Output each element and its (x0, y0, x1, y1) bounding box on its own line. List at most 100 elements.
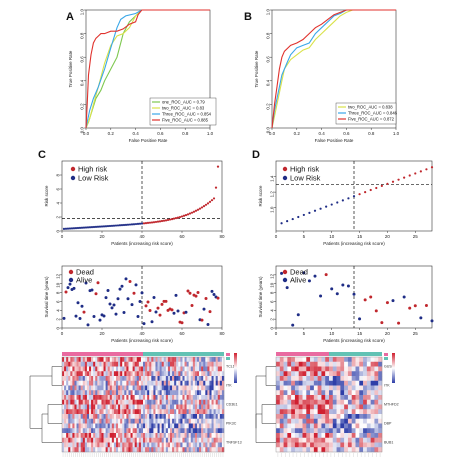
heatmap-cell (128, 409, 131, 415)
heatmap-cell (355, 371, 360, 377)
heatmap-cell (283, 399, 288, 405)
heatmap-cell (197, 376, 200, 381)
heatmap-cell (149, 442, 152, 448)
heatmap-cell (221, 414, 225, 419)
heatmap-cell (68, 409, 71, 415)
survival-point (324, 273, 328, 277)
heatmap-cell (332, 357, 337, 362)
heatmap-cell (159, 433, 162, 438)
heatmap-cell (359, 423, 364, 429)
heatmap-cell (163, 447, 167, 453)
heatmap-cell (107, 447, 110, 453)
heatmap-cell (120, 376, 123, 381)
heatmap-cell (62, 380, 65, 386)
heatmap-cell (89, 423, 92, 429)
heatmap-cell (329, 433, 333, 438)
heatmap-cell (347, 423, 352, 429)
heatmap-cell (145, 414, 148, 419)
heatmap-cell (82, 447, 86, 453)
heatmap-cell (113, 390, 117, 396)
heatmap-cell (199, 433, 202, 438)
heatmap-cell (332, 376, 337, 381)
heatmap-cell (294, 433, 299, 438)
heatmap-cell (336, 433, 341, 438)
heatmap-cell (140, 418, 144, 424)
heatmap-cell (147, 371, 150, 377)
heatmap-cell (132, 423, 135, 429)
heatmap-cell (165, 395, 169, 400)
risk-point (110, 224, 114, 227)
heatmap-cell (172, 409, 175, 415)
heatmap-cell (78, 371, 81, 377)
roc-B-ytick-label: 0.0 (266, 127, 271, 134)
heatmap-cell (213, 390, 216, 396)
heatmap-cell (287, 409, 292, 415)
heatmap-cell (180, 371, 183, 377)
heatmap-cell (186, 395, 189, 400)
heatmap-cell (178, 376, 181, 381)
heatmap-cell (172, 428, 175, 434)
heatmap-cell (103, 414, 106, 419)
heatmap-cell (351, 399, 356, 405)
heatmap-cell (279, 395, 284, 400)
heatmap-cell (351, 447, 356, 453)
heatmap-cell (103, 390, 106, 396)
risk-point (74, 227, 78, 230)
heatmap-cell (170, 404, 173, 410)
heatmap-cell (172, 447, 175, 453)
heatmap-cell (215, 399, 218, 405)
heatmap-cell (130, 428, 133, 434)
heatmap-cell (118, 376, 121, 381)
heatmap-cell (167, 371, 171, 377)
heatmap-cell (197, 399, 200, 405)
heatmap-cell (186, 361, 189, 367)
heatmap-cell (95, 433, 98, 438)
heatmap-cell (332, 385, 337, 391)
heatmap-row-label: GUSB (384, 365, 395, 369)
heatmap-cell (170, 399, 173, 405)
heatmap-row-label: BUB1 (384, 441, 393, 445)
heatmap-cell (163, 437, 167, 443)
heatmap-cell (306, 357, 311, 362)
heatmap-cell (344, 385, 349, 391)
heatmap-cell (207, 357, 210, 362)
heatmap-cell (124, 442, 127, 448)
heatmap-cell (199, 357, 202, 362)
heatmap-cell (279, 366, 284, 372)
heatmap-cell (336, 376, 341, 381)
heatmap-cell (161, 380, 164, 386)
heatmap-cell (188, 390, 191, 396)
heatmap-cell (122, 409, 125, 415)
heatmap-cell (134, 404, 137, 410)
heatmap-cell (332, 361, 337, 367)
survival-point (78, 316, 82, 320)
heatmap-cell (124, 395, 127, 400)
risk-point (202, 205, 206, 208)
heatmap-cell (116, 371, 119, 377)
heatmap-cell (68, 371, 71, 377)
heatmap-cell (325, 371, 330, 377)
risk-point (174, 217, 178, 220)
heatmap-cell (101, 380, 104, 386)
heatmap-cell (163, 399, 167, 405)
heatmap-cell (197, 361, 200, 367)
surv-C-survival-xtick-label: 40 (139, 331, 145, 336)
risk-point (330, 203, 333, 206)
heatmap-cell (109, 414, 113, 419)
heatmap-cell (147, 428, 150, 434)
heatmap-cell (109, 437, 113, 443)
heatmap-cell (190, 404, 194, 410)
heatmap-cell (140, 404, 144, 410)
heatmap-cell (62, 437, 65, 443)
heatmap-cell (199, 409, 202, 415)
heatmap-cell (291, 371, 296, 377)
heatmap-cell (155, 442, 158, 448)
heatmap-cell (107, 366, 110, 372)
heatmap-cell (76, 428, 79, 434)
survival-point (96, 281, 100, 285)
heatmap-cell (82, 385, 86, 391)
heatmap-cell (347, 414, 352, 419)
heatmap-cell (366, 404, 371, 410)
heatmap-cell (105, 423, 108, 429)
heatmap-cell (298, 395, 303, 400)
